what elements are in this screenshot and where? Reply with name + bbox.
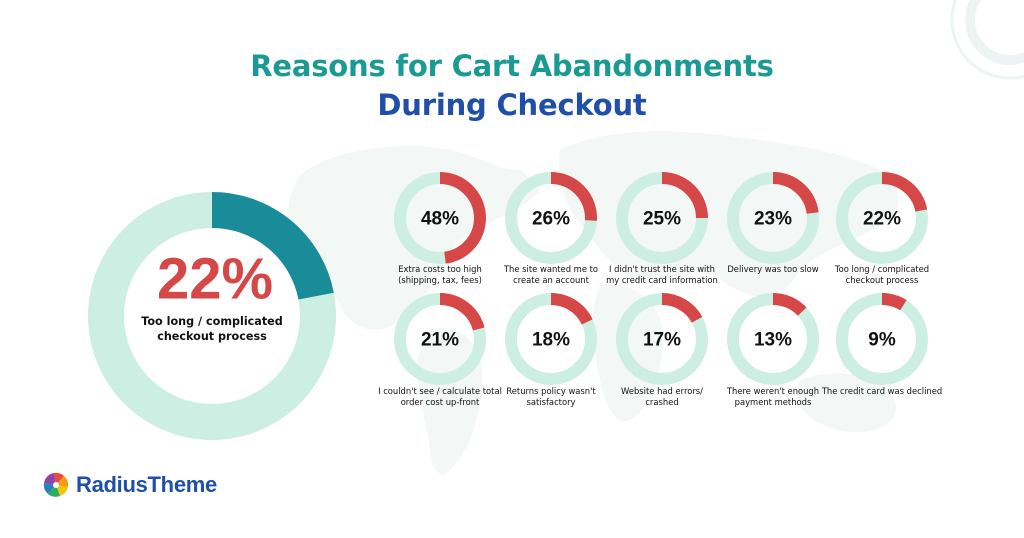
page-title-line-2: During Checkout: [377, 88, 647, 122]
donut-chart: [616, 293, 708, 385]
featured-donut: [88, 192, 336, 440]
donut-chart: [836, 172, 928, 264]
corner-circles-decoration: [950, 0, 1024, 80]
chart-caption: I didn't trust the site with my credit ca…: [597, 264, 727, 286]
value-label: 26%: [532, 209, 570, 230]
caption-line: (shipping, tax, fees): [398, 275, 482, 285]
chart-caption: There weren't enough payment methods: [708, 386, 838, 408]
donut-chart: [727, 293, 819, 385]
donut-chart: [616, 172, 708, 264]
donut-chart: [505, 172, 597, 264]
featured-value-label: 22%: [157, 247, 273, 312]
donut-value-arc: [439, 293, 485, 331]
donut-chart: [394, 172, 486, 264]
chart-caption: Delivery was too slow: [708, 264, 838, 275]
value-label: 48%: [421, 209, 459, 230]
chart-caption: Extra costs too high (shipping, tax, fees…: [375, 264, 505, 286]
featured-caption-line: checkout process: [157, 330, 267, 343]
donut-value-arc: [772, 293, 807, 316]
caption-line: The credit card was declined: [821, 386, 943, 396]
value-label: 25%: [643, 209, 681, 230]
caption-line: There weren't enough: [726, 386, 820, 396]
logo-text: RadiusTheme: [76, 472, 217, 497]
caption-line: I didn't trust the site with: [609, 264, 715, 274]
donut-chart: [394, 293, 486, 385]
chart-caption: Returns policy wasn't satisfactory: [486, 386, 616, 408]
caption-line: my credit card information: [606, 275, 718, 285]
caption-line: Returns policy wasn't: [506, 386, 596, 396]
caption-line: The site wanted me to: [503, 264, 599, 274]
donut-value-arc: [661, 293, 703, 323]
donut-value-arc: [211, 192, 334, 301]
caption-line: Extra costs too high: [398, 264, 482, 274]
value-label: 23%: [754, 209, 792, 230]
donut-value-arc: [550, 293, 593, 325]
featured-caption: Too long / complicated checkout process: [112, 314, 312, 344]
caption-line: create an account: [513, 275, 589, 285]
caption-line: crashed: [645, 397, 679, 407]
chart-caption: The credit card was declined: [817, 386, 947, 397]
caption-line: payment methods: [734, 397, 812, 407]
caption-line: checkout process: [845, 275, 919, 285]
donut-chart: [836, 293, 928, 385]
value-label: 13%: [754, 330, 792, 351]
donut-value-arc: [439, 172, 486, 264]
value-label: 18%: [532, 330, 570, 351]
donut-chart: [727, 172, 819, 264]
donut-value-arc: [881, 172, 928, 212]
chart-caption: Too long / complicated checkout process: [817, 264, 947, 286]
featured-caption-line: Too long / complicated: [141, 315, 283, 328]
donut-value-arc: [881, 293, 907, 311]
caption-line: order cost up-front: [400, 397, 480, 407]
caption-line: satisfactory: [526, 397, 576, 407]
donut-value-arc: [772, 172, 819, 215]
page-title-line-1: Reasons for Cart Abandonments: [250, 49, 774, 83]
brand-logo: RadiusTheme: [42, 471, 217, 499]
donut-value-arc: [661, 172, 708, 219]
radius-pinwheel-icon: [43, 472, 69, 497]
donut-value-arc: [550, 172, 597, 221]
value-label: 22%: [863, 209, 901, 230]
value-label: 9%: [868, 330, 896, 351]
caption-line: Too long / complicated: [834, 264, 930, 274]
value-label: 21%: [421, 330, 459, 351]
caption-line: I couldn't see / calculate total: [378, 386, 502, 396]
chart-caption: Website had errors/crashed: [597, 386, 727, 408]
value-label: 17%: [643, 330, 681, 351]
caption-line: Delivery was too slow: [727, 264, 819, 274]
chart-caption: The site wanted me to create an account: [486, 264, 616, 286]
chart-caption: I couldn't see / calculate total order co…: [375, 386, 505, 408]
caption-line: Website had errors/: [621, 386, 703, 396]
donut-chart: [505, 293, 597, 385]
